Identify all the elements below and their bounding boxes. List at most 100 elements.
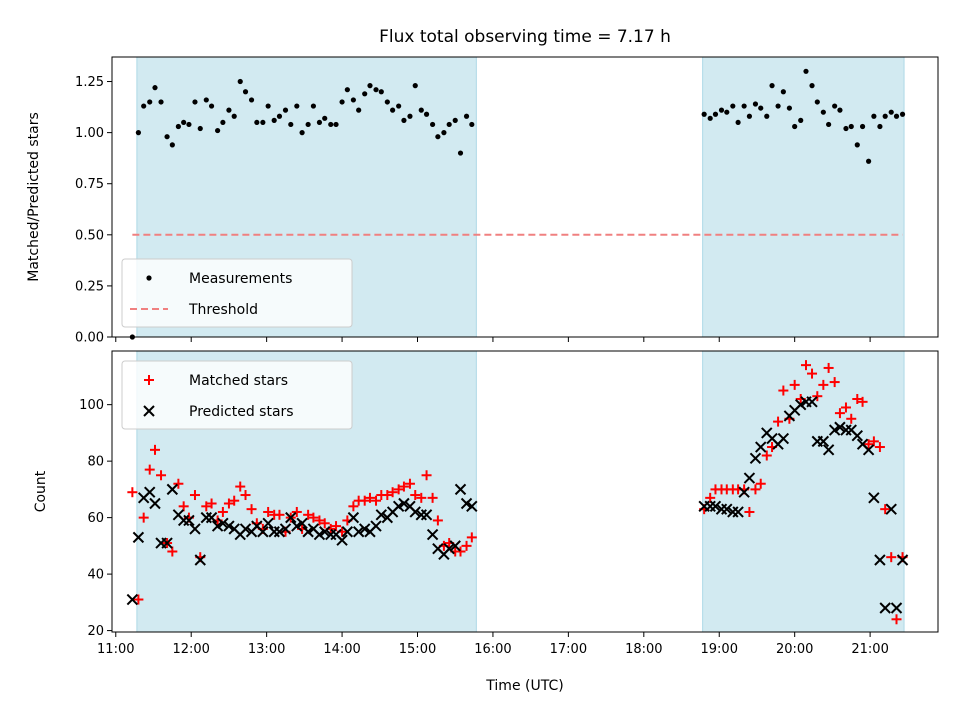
measurement-point [282,107,289,113]
matched-point [127,487,138,498]
predicted-point-b [166,483,179,496]
predicted-point [890,602,903,614]
predicted-point-b [341,526,354,538]
matched-point [133,594,144,605]
predicted-point [755,441,767,453]
matched-point [800,360,811,371]
measurement-point [809,83,815,89]
predicted-point-b [285,511,297,524]
predicted-point-b [228,523,240,535]
measurement-point [441,130,447,136]
matched-point [319,518,330,529]
predicted-point [879,602,891,614]
matched-point [201,501,212,512]
measurement-point [435,134,441,140]
predicted-point [868,492,880,504]
measurement-point [384,99,390,105]
predicted-point [834,421,846,433]
y-tick-label: 40 [87,568,104,583]
predicted-point-b [466,500,478,513]
matched-point [761,450,772,461]
measurement-point [333,121,339,128]
predicted-point-b [161,537,173,549]
x-tick-label: 15:00 [399,642,436,657]
matched-point [823,362,834,373]
predicted-point [296,517,308,529]
matched-point [755,478,766,489]
y-tick-label: 100 [79,398,104,413]
matched-point [291,506,302,517]
measurement-point [724,109,730,115]
predicted-point [806,396,818,408]
matched-point [398,481,409,492]
predicted-point [302,526,314,538]
predicted-point [336,534,348,546]
predicted-point-b [296,517,308,529]
matched-point [364,492,375,503]
predicted-point [273,526,286,538]
measurement-point [158,99,164,105]
matched-point [371,495,382,506]
count-panel: 20 40 60 80 100 11:00 12:00 13:00 14:00 15:00 16:0… [33,350,939,694]
measurement-point [764,113,770,119]
predicted-point-b [375,509,388,521]
predicted-point [817,435,830,448]
measurement-point [854,142,860,148]
y-axis-label: Count [33,470,49,512]
predicted-point-b [205,511,218,524]
predicted-point [217,517,229,529]
y-tick-label: 1.25 [75,75,104,90]
predicted-point-b [749,452,762,465]
predicted-point-b [738,486,750,498]
measurement-point [888,109,894,115]
predicted-point-b [845,424,857,436]
measurement-point [429,121,436,128]
predicted-point-b [307,523,320,535]
predicted-point-b [709,500,722,513]
measurement-point [367,83,373,89]
predicted-point-b [460,497,473,510]
legend-label: Measurements [189,271,292,287]
matched-point [404,478,415,489]
predicted-point [262,517,274,529]
predicted-point [126,593,139,606]
legend-box [121,258,353,328]
measurement-point [718,107,725,113]
predicted-point-b [189,523,201,535]
y-tick-label: 80 [87,455,104,470]
predicted-point [149,497,161,510]
matched-point [223,498,234,509]
predicted-point-b [404,500,416,513]
matched-point [778,385,789,396]
measurement-point [712,111,719,117]
predicted-point-b [172,509,185,521]
predicted-point [732,506,744,518]
predicted-point [454,483,467,496]
measurement-point [339,99,345,105]
matched-point [138,512,149,523]
measurement-point [226,107,232,113]
measurement-point [299,130,305,136]
matched-point [331,521,342,532]
predicted-point-b [868,492,880,504]
measurement-point [373,87,379,93]
predicted-point [132,531,145,544]
matched-point [149,444,160,455]
matched-point [432,515,443,526]
x-tick-label: 13:00 [248,642,285,657]
predicted-point-b [449,540,461,552]
predicted-point-b [132,531,145,544]
measurement-point [837,107,843,113]
predicted-point-b [409,506,421,518]
predicted-point-b [828,424,841,436]
predicted-point-b [443,542,455,555]
matched-point [840,402,851,413]
measurement-point [423,111,430,117]
matched-point [410,490,421,501]
matched-point [167,546,178,557]
predicted-point [777,432,790,445]
predicted-point-b [777,432,790,445]
matched-point [773,416,784,427]
predicted-point [828,424,841,436]
matched-point [852,394,863,405]
